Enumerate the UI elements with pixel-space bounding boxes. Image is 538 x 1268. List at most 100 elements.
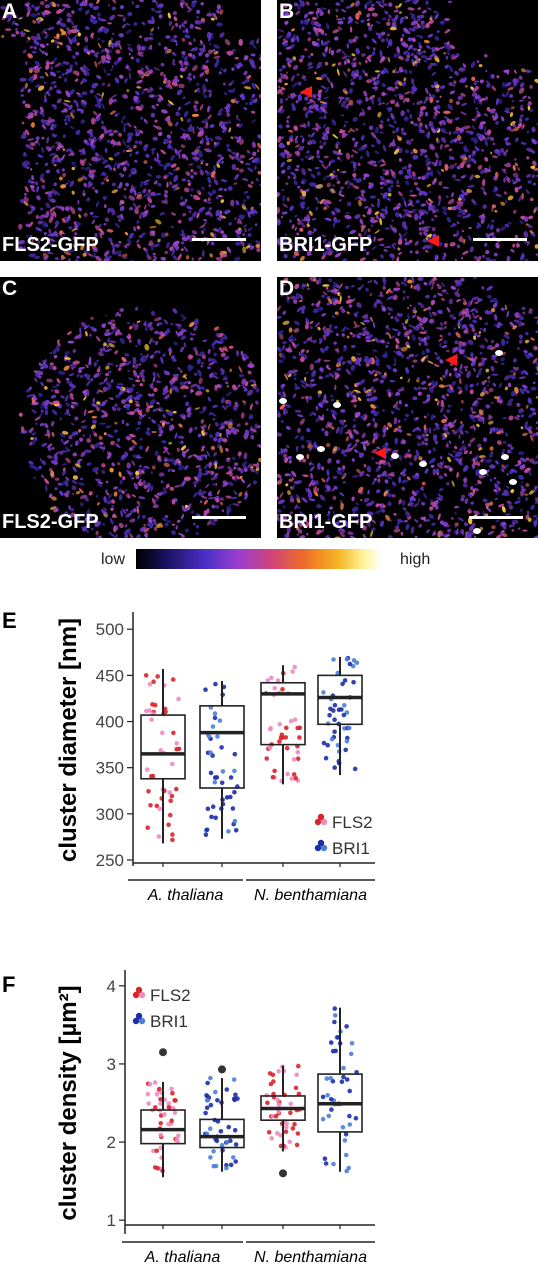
speckle	[405, 213, 413, 218]
speckle	[515, 315, 520, 318]
speckle	[339, 427, 344, 435]
speckle	[364, 319, 371, 323]
speckle	[434, 214, 438, 218]
speckle	[75, 490, 81, 495]
speckle	[318, 337, 324, 342]
speckle	[425, 335, 431, 340]
speckle	[409, 189, 413, 193]
speckle	[444, 326, 447, 329]
speckle	[118, 253, 122, 257]
speckle	[232, 503, 240, 506]
speckle	[196, 82, 200, 86]
speckle	[439, 376, 443, 381]
speckle	[485, 249, 490, 255]
speckle	[324, 250, 329, 256]
speckle	[286, 115, 291, 119]
speckle	[411, 78, 415, 85]
speckle	[287, 490, 291, 496]
speckle	[254, 223, 258, 226]
speckle	[305, 249, 311, 253]
speckle	[508, 398, 514, 403]
speckle	[400, 531, 404, 536]
speckle	[470, 157, 477, 163]
speckle	[114, 113, 118, 117]
speckle	[47, 443, 53, 449]
speckle	[278, 359, 284, 364]
speckle	[454, 258, 458, 261]
speckle	[255, 400, 259, 405]
speckle	[93, 432, 98, 437]
speckle	[449, 384, 454, 391]
speckle	[288, 334, 294, 341]
speckle	[448, 131, 452, 135]
speckle	[521, 384, 528, 389]
speckle	[330, 409, 338, 416]
speckle	[139, 214, 142, 220]
speckle	[149, 383, 154, 387]
speckle	[149, 44, 153, 48]
speckle	[480, 186, 486, 191]
speckle	[381, 56, 385, 62]
speckle	[535, 361, 538, 366]
speckle	[430, 464, 435, 468]
speckle	[57, 482, 63, 486]
speckle	[68, 38, 73, 45]
speckle	[288, 135, 294, 140]
speckle	[224, 39, 231, 46]
speckle	[332, 29, 340, 34]
speckle	[446, 307, 451, 313]
speckle	[343, 326, 350, 331]
speckle	[507, 382, 512, 388]
speckle	[395, 281, 401, 287]
speckle	[462, 341, 465, 346]
speckle	[385, 37, 389, 43]
speckle	[230, 98, 236, 104]
speckle	[52, 365, 57, 371]
speckle	[351, 507, 356, 514]
speckle	[186, 5, 191, 10]
speckle	[0, 5, 7, 10]
speckle	[219, 32, 225, 38]
speckle	[155, 103, 159, 107]
speckle	[28, 236, 36, 240]
speckle	[526, 240, 530, 246]
speckle	[370, 224, 374, 227]
speckle	[226, 391, 232, 397]
speckle	[199, 104, 204, 111]
speckle	[297, 221, 302, 226]
speckle	[180, 313, 186, 319]
speckle	[380, 70, 386, 75]
speckle	[249, 413, 254, 419]
speckle	[419, 232, 423, 236]
speckle	[239, 138, 244, 145]
speckle	[121, 476, 126, 481]
speckle	[486, 106, 491, 112]
speckle	[468, 154, 472, 159]
speckle	[296, 218, 301, 222]
speckle	[302, 74, 307, 82]
speckle	[342, 465, 346, 469]
speckle	[167, 143, 172, 147]
speckle	[207, 497, 216, 500]
speckle	[167, 458, 173, 463]
speckle	[340, 408, 346, 413]
speckle	[446, 41, 450, 45]
speckle	[323, 96, 330, 100]
speckle	[156, 193, 162, 196]
speckle	[256, 247, 261, 253]
speckle	[223, 375, 228, 380]
speckle	[64, 511, 68, 516]
speckle	[463, 125, 471, 130]
speckle	[34, 6, 39, 12]
speckle	[356, 99, 362, 105]
speckle	[510, 106, 515, 110]
speckle	[416, 100, 423, 105]
speckle	[137, 409, 143, 417]
speckle	[189, 187, 195, 192]
speckle	[476, 114, 481, 118]
speckle	[136, 320, 141, 323]
speckle	[133, 125, 137, 129]
speckle	[397, 331, 401, 336]
speckle	[193, 38, 196, 42]
speckle	[307, 37, 312, 42]
